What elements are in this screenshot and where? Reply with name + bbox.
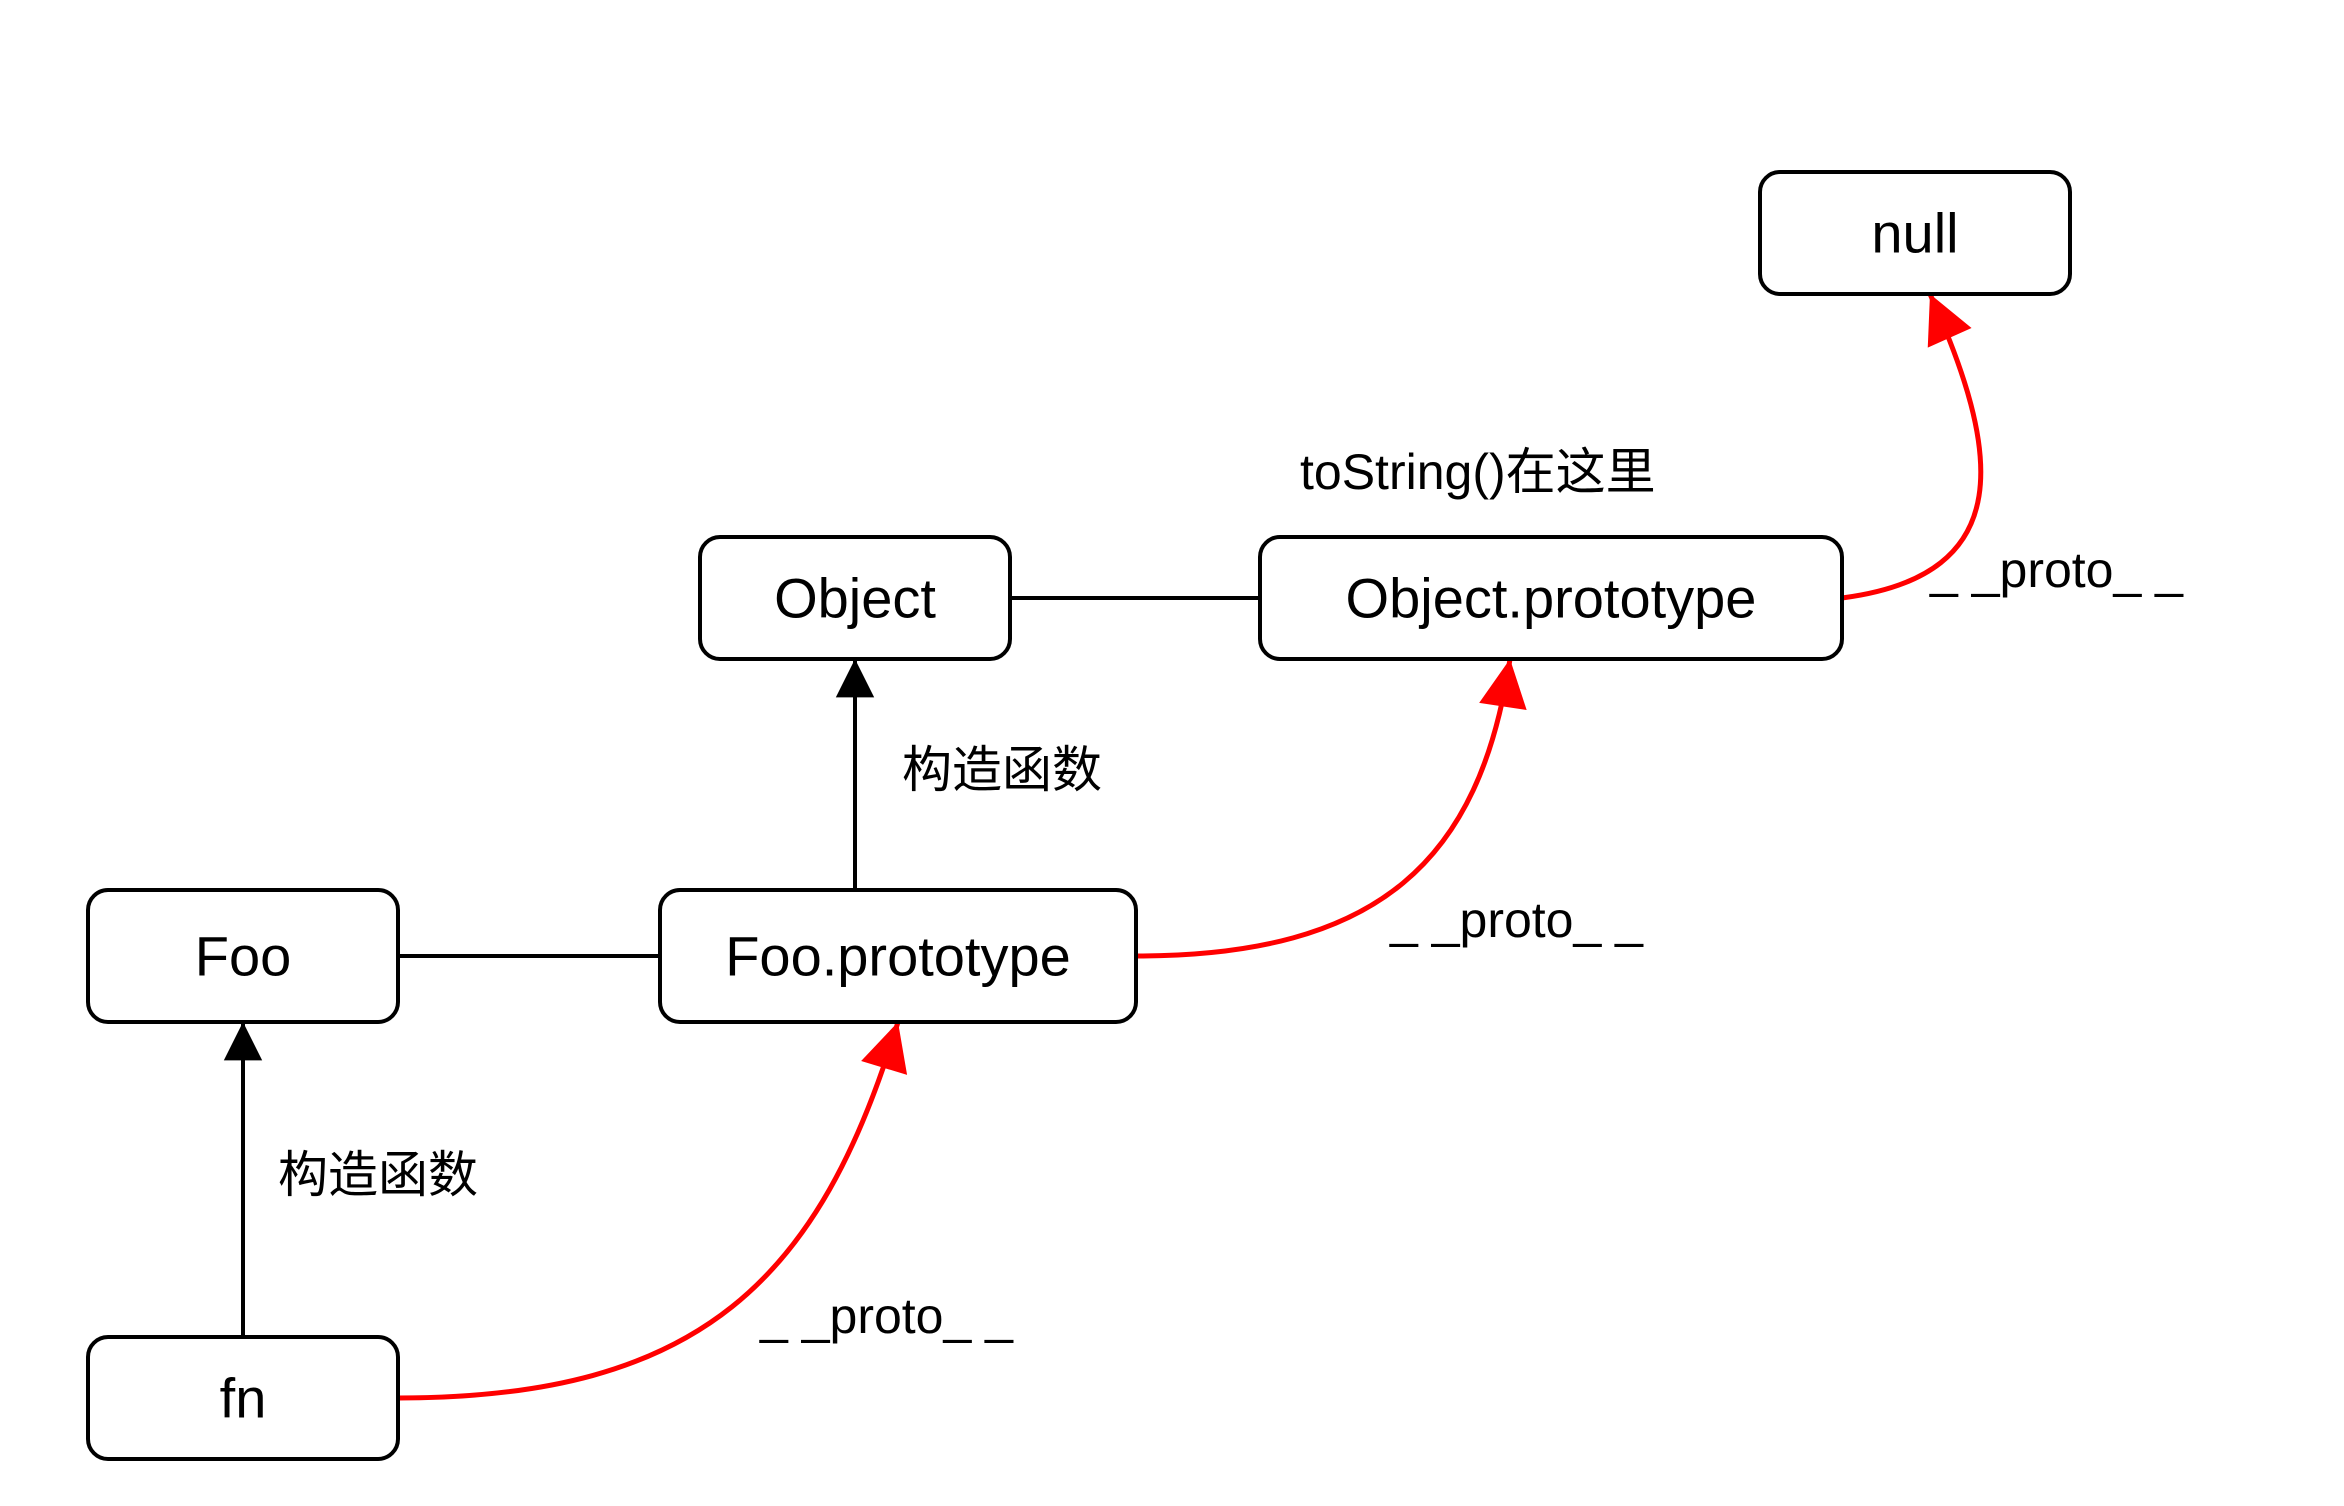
node-object-prototype-label: Object.prototype — [1346, 567, 1757, 630]
label-constructor-fn-foo: 构造函数 — [278, 1147, 478, 1203]
prototype-chain-diagram: fn Foo Foo.prototype Object Object.proto… — [0, 0, 2344, 1506]
label-proto-objectproto: _ _proto_ _ — [1929, 542, 2184, 598]
node-object-prototype: Object.prototype — [1260, 537, 1842, 659]
node-null-label: null — [1871, 202, 1958, 265]
annotation-tostring: toString()在这里 — [1300, 444, 1656, 500]
node-foo-prototype-label: Foo.prototype — [725, 925, 1071, 988]
node-foo: Foo — [88, 890, 398, 1022]
label-proto-fn: _ _proto_ _ — [759, 1288, 1014, 1344]
label-constructor-fooproto-object: 构造函数 — [902, 742, 1102, 798]
node-foo-label: Foo — [195, 925, 292, 988]
node-object: Object — [700, 537, 1010, 659]
node-foo-prototype: Foo.prototype — [660, 890, 1136, 1022]
node-object-label: Object — [774, 567, 936, 630]
node-fn-label: fn — [220, 1367, 267, 1430]
node-null: null — [1760, 172, 2070, 294]
label-proto-fooproto: _ _proto_ _ — [1389, 892, 1644, 948]
edges — [243, 294, 1981, 1398]
nodes: fn Foo Foo.prototype Object Object.proto… — [88, 172, 2070, 1459]
labels: 构造函数 _ _proto_ _ 构造函数 _ _proto_ _ _ _pro… — [278, 444, 2184, 1344]
node-fn: fn — [88, 1337, 398, 1459]
